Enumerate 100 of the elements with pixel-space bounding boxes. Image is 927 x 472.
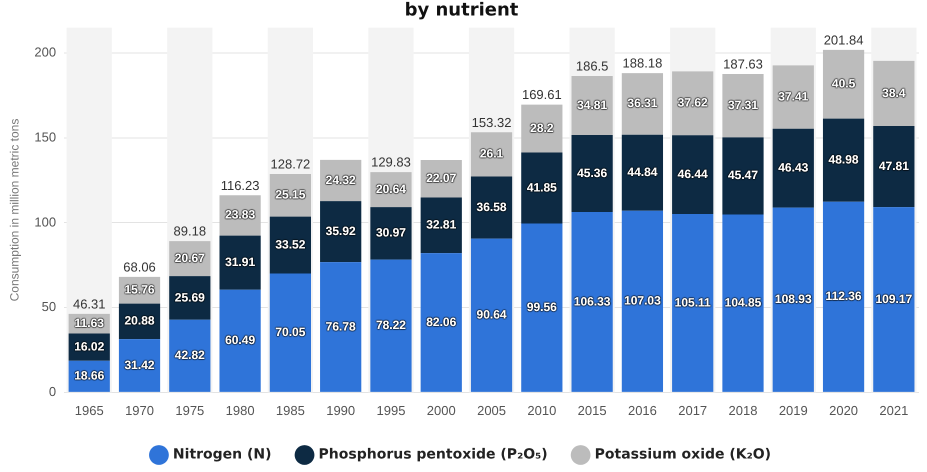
y-axis-title: Consumption in million metric tons — [8, 118, 22, 302]
total-label: 89.18 — [174, 224, 206, 239]
bar — [722, 74, 764, 138]
data-label: 48.98 — [828, 152, 859, 167]
data-label: 112.36 — [826, 289, 862, 304]
data-label: 31.42 — [124, 358, 155, 372]
bar — [320, 262, 362, 392]
x-tick-label: 2010 — [527, 402, 556, 418]
bar — [320, 160, 362, 202]
y-tick-label: 100 — [34, 214, 56, 230]
bar — [873, 126, 914, 208]
data-label: 34.81 — [577, 98, 608, 112]
x-tick-label: 2015 — [578, 402, 607, 418]
total-label: 129.83 — [371, 154, 411, 170]
x-tick-label: 1980 — [226, 402, 255, 418]
bar — [169, 320, 210, 392]
x-tick-label: 1990 — [326, 402, 356, 418]
x-tick-label: 2000 — [426, 402, 456, 418]
data-label: 40.5 — [832, 76, 856, 91]
bar — [572, 135, 613, 212]
bar — [572, 76, 613, 136]
bar — [420, 197, 462, 254]
x-tick-label: 1975 — [175, 402, 204, 418]
bar — [219, 195, 261, 236]
total-label: 116.23 — [220, 178, 260, 193]
data-label: 108.93 — [774, 292, 812, 306]
y-tick-label: 200 — [34, 44, 56, 60]
bar — [521, 104, 562, 152]
total-label: 46.31 — [72, 296, 106, 312]
data-label: 28.2 — [530, 120, 554, 135]
legend-label: Phosphorus pentoxide (P₂O₅) — [318, 446, 548, 463]
data-label: 109.17 — [876, 292, 913, 306]
bar — [470, 176, 512, 239]
bar — [772, 128, 814, 208]
data-label: 25.69 — [174, 290, 206, 304]
bar — [370, 207, 412, 260]
total-label: 201.84 — [824, 32, 864, 48]
data-label: 36.58 — [476, 200, 507, 214]
data-label: 82.06 — [426, 314, 457, 329]
data-label: 38.4 — [882, 86, 906, 100]
data-label: 37.31 — [728, 98, 758, 112]
bar — [622, 210, 664, 392]
bar — [873, 60, 914, 126]
bar — [622, 134, 664, 211]
data-label: 24.32 — [326, 172, 356, 187]
total-label: 68.06 — [123, 260, 156, 274]
x-tick-label: 2005 — [477, 402, 506, 418]
data-label: 11.63 — [74, 316, 104, 330]
data-label: 30.97 — [376, 226, 406, 240]
data-label: 105.11 — [674, 295, 712, 310]
legend-label: Nitrogen (N) — [172, 446, 272, 463]
data-label: 33.52 — [275, 237, 306, 252]
data-label: 31.91 — [225, 255, 256, 270]
data-label: 46.43 — [778, 160, 809, 174]
bar — [420, 160, 462, 198]
data-label: 37.41 — [778, 89, 809, 104]
data-label: 78.22 — [376, 318, 406, 332]
bar — [521, 152, 562, 224]
bar — [470, 132, 512, 177]
data-label: 104.85 — [724, 296, 762, 310]
data-label: 37.62 — [678, 96, 708, 110]
bar — [219, 236, 261, 290]
data-label: 60.49 — [225, 333, 256, 348]
total-label: 187.63 — [723, 56, 763, 72]
x-tick-label: 1995 — [376, 402, 406, 418]
data-label: 106.33 — [574, 294, 611, 308]
data-label: 76.78 — [326, 319, 356, 334]
total-label: 169.61 — [522, 87, 562, 102]
total-label: 128.72 — [270, 156, 310, 172]
bar — [270, 216, 312, 274]
x-tick-label: 1985 — [276, 402, 305, 418]
x-tick-label: 2017 — [678, 402, 708, 418]
data-label: 70.05 — [275, 325, 306, 340]
bar — [521, 223, 562, 392]
data-label: 45.36 — [577, 166, 608, 180]
bar — [822, 118, 864, 202]
data-label: 23.83 — [225, 208, 256, 222]
x-tick-label: 2020 — [829, 402, 858, 418]
bar — [68, 360, 110, 392]
bar — [822, 202, 864, 392]
data-label: 20.64 — [376, 182, 406, 196]
data-label: 107.03 — [624, 294, 662, 308]
bar — [270, 274, 312, 392]
chart-title: by nutrient — [404, 0, 519, 20]
data-label: 99.56 — [526, 300, 558, 314]
data-label: 18.66 — [74, 368, 105, 383]
legend-label: Potassium oxide (K₂O) — [594, 446, 772, 463]
y-tick-label: 150 — [34, 129, 56, 144]
data-label: 35.92 — [326, 224, 356, 238]
data-label: 16.02 — [74, 339, 105, 354]
data-label: 36.31 — [627, 96, 658, 110]
x-tick-label: 2019 — [778, 402, 808, 418]
bar — [420, 253, 462, 392]
data-label: 45.47 — [728, 168, 758, 182]
bar — [772, 65, 814, 129]
bar — [219, 290, 261, 392]
data-label: 46.44 — [678, 166, 708, 181]
x-tick-label: 1965 — [74, 402, 104, 418]
data-label: 42.82 — [174, 348, 206, 362]
data-label: 41.85 — [526, 180, 558, 194]
